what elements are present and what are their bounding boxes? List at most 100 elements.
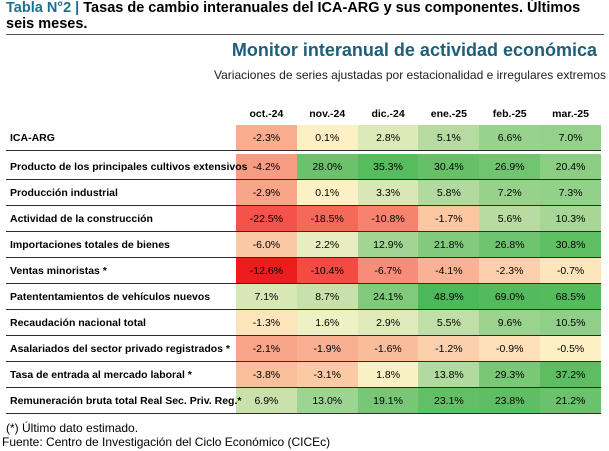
table-caption: Tabla N°2 | Tasas de cambio interanuales… <box>6 0 606 32</box>
value-cell: 7.3% <box>540 179 601 206</box>
value-cell: 12.9% <box>357 231 419 258</box>
column-header: feb.-25 <box>492 108 527 120</box>
row-label: Importaciones totales de bienes <box>6 231 236 258</box>
value-cell: -0.7% <box>540 257 601 284</box>
value-cell: 1.6% <box>296 309 358 336</box>
value-cell: -10.4% <box>296 257 358 284</box>
row-label: Patententamientos de vehículos nuevos <box>6 283 236 310</box>
value-cell: 21.8% <box>418 231 480 258</box>
value-cell: 0.1% <box>296 125 358 151</box>
row-label: Ventas minoristas * <box>6 257 236 284</box>
value-cell: -0.9% <box>479 335 541 362</box>
column-header: ene.-25 <box>430 108 467 120</box>
value-cell: 37.2% <box>540 361 601 388</box>
value-cell: -6.7% <box>357 257 419 284</box>
value-cell: 13.8% <box>418 361 480 388</box>
value-cell: -0.5% <box>540 335 601 362</box>
table-row: Producto de los principales cultivos ext… <box>6 154 601 180</box>
table-row: Asalariados del sector privado registrad… <box>6 335 601 362</box>
row-label: Tasa de entrada al mercado laboral * <box>6 361 236 388</box>
value-cell: -4.1% <box>418 257 480 284</box>
value-cell: 23.1% <box>418 387 480 414</box>
row-label: Producción industrial <box>6 179 236 206</box>
value-cell: 5.1% <box>418 125 480 151</box>
row-label: Remuneración bruta total Real Sec. Priv.… <box>6 387 241 414</box>
value-cell: -22.5% <box>236 205 297 232</box>
value-cell: 26.8% <box>479 231 541 258</box>
table-row: ICA-ARG -2.3% 0.1% 2.8% 5.1% 6.6% 7.0% <box>6 125 601 151</box>
table-row: Actividad de la construcción -22.5% -18.5%… <box>6 205 601 232</box>
footnote: (*) Último dato estimado. <box>6 421 139 435</box>
value-cell: -2.1% <box>236 335 297 362</box>
value-cell: -1.3% <box>236 309 297 336</box>
column-header: dic.-24 <box>371 108 405 120</box>
value-cell: 6.9% <box>236 387 297 414</box>
monitor-title: Monitor interanual de actividad económic… <box>231 40 597 60</box>
table-body: ICA-ARG -2.3% 0.1% 2.8% 5.1% 6.6% 7.0% Producto… <box>6 125 601 414</box>
value-cell: 8.7% <box>296 283 358 310</box>
table-row: Recaudación nacional total -1.3% 1.6% 2.9% 5… <box>6 309 601 336</box>
value-cell: 6.6% <box>479 125 541 151</box>
value-cell: -1.9% <box>296 335 358 362</box>
value-cell: -2.3% <box>236 125 297 151</box>
monitor-subtitle: Variaciones de series ajustadas por esta… <box>214 68 606 82</box>
value-cell: -2.9% <box>236 179 297 206</box>
value-cell: -3.8% <box>236 361 297 388</box>
row-label: ICA-ARG <box>6 125 236 151</box>
column-header: nov.-24 <box>309 108 346 120</box>
column-header: mar.-25 <box>552 108 589 120</box>
caption-divider <box>6 34 604 35</box>
value-cell: 10.3% <box>540 205 601 232</box>
value-cell: 35.3% <box>357 154 419 180</box>
value-cell: -4.2% <box>236 154 297 180</box>
caption-text: Tasas de cambio interanuales del ICA-ARG… <box>6 0 581 32</box>
row-label: Recaudación nacional total <box>6 309 236 336</box>
column-header: oct.-24 <box>249 108 284 120</box>
value-cell: -3.1% <box>296 361 358 388</box>
row-label: Asalariados del sector privado registrad… <box>6 335 236 362</box>
source-note: Fuente: Centro de Investigación del Cicl… <box>2 435 331 449</box>
value-cell: 13.0% <box>296 387 358 414</box>
value-cell: -1.6% <box>357 335 419 362</box>
value-cell: 9.6% <box>479 309 541 336</box>
value-cell: 5.5% <box>418 309 480 336</box>
value-cell: 5.8% <box>418 179 480 206</box>
value-cell: -12.6% <box>236 257 297 284</box>
value-cell: 30.8% <box>540 231 601 258</box>
value-cell: 2.2% <box>296 231 358 258</box>
value-cell: 24.1% <box>357 283 419 310</box>
value-cell: 68.5% <box>540 283 601 310</box>
value-cell: -10.8% <box>357 205 419 232</box>
value-cell: 26.9% <box>479 154 541 180</box>
value-cell: 7.2% <box>479 179 541 206</box>
value-cell: 7.0% <box>540 125 601 151</box>
value-cell: 19.1% <box>357 387 419 414</box>
value-cell: -1.2% <box>418 335 480 362</box>
value-cell: 48.9% <box>418 283 480 310</box>
value-cell: 29.3% <box>479 361 541 388</box>
row-label: Actividad de la construcción <box>6 205 236 232</box>
value-cell: 20.4% <box>540 154 601 180</box>
value-cell: 0.1% <box>296 179 358 206</box>
value-cell: 21.2% <box>540 387 601 414</box>
value-cell: 3.3% <box>357 179 419 206</box>
table-row: Remuneración bruta total Real Sec. Priv.… <box>6 387 601 414</box>
table-row: Ventas minoristas * -12.6% -10.4% -6.7% -4.1… <box>6 257 601 284</box>
value-cell: -2.3% <box>479 257 541 284</box>
table-header-row: oct.-24 nov.-24 dic.-24 ene.-25 feb.-25 … <box>6 103 601 125</box>
table-corner <box>6 103 236 125</box>
value-cell: 2.8% <box>357 125 419 151</box>
value-cell: -1.7% <box>418 205 480 232</box>
value-cell: 1.8% <box>357 361 419 388</box>
value-cell: 30.4% <box>418 154 480 180</box>
indicator-table: oct.-24 nov.-24 dic.-24 ene.-25 feb.-25 … <box>6 103 601 414</box>
table-row: Patententamientos de vehículos nuevos 7.1… <box>6 283 601 310</box>
caption-label: Tabla N°2 | <box>6 0 80 16</box>
value-cell: 69.0% <box>479 283 541 310</box>
table-row: Importaciones totales de bienes -6.0% 2.2%… <box>6 231 601 258</box>
row-label: Producto de los principales cultivos ext… <box>6 154 248 180</box>
value-cell: 2.9% <box>357 309 419 336</box>
value-cell: -18.5% <box>296 205 358 232</box>
table-row: Producción industrial -2.9% 0.1% 3.3% 5.8% 7.… <box>6 179 601 206</box>
value-cell: 7.1% <box>236 283 297 310</box>
